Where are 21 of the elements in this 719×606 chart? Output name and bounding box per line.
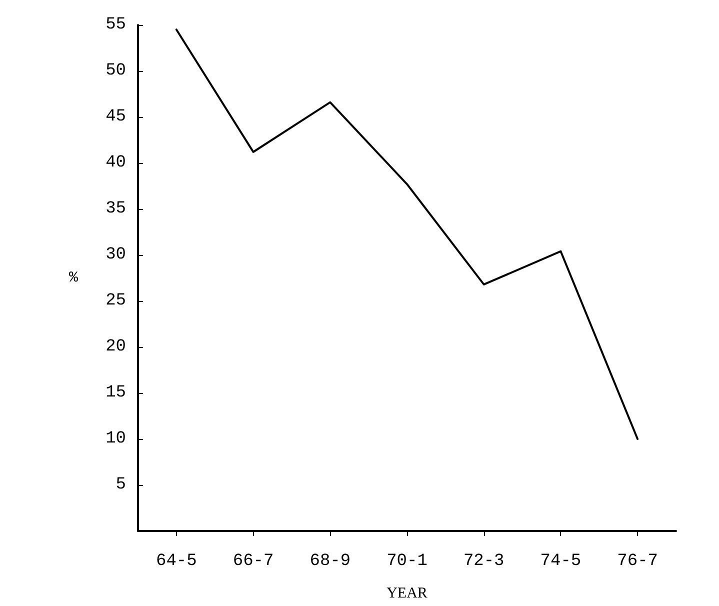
y-tick-label: 35 [106, 200, 126, 218]
y-tick-label: 30 [106, 246, 126, 264]
x-tick-label: 64-5 [156, 552, 197, 571]
y-tick-label: 50 [106, 62, 126, 80]
x-tick-label: 70-1 [386, 552, 428, 571]
y-tick-label: 20 [106, 338, 126, 356]
y-tick-label: 45 [106, 108, 126, 126]
y-tick-label: 25 [106, 292, 126, 310]
y-tick-label: 40 [106, 154, 126, 172]
x-tick-label: 68-9 [310, 552, 351, 571]
x-tick-label: 74-5 [540, 552, 582, 571]
x-tick-label: 76-7 [617, 552, 658, 571]
y-tick-label: 55 [106, 16, 126, 34]
y-axis-title: % [68, 270, 79, 286]
x-tick-label: 72-3 [463, 552, 504, 571]
y-tick-label: 5 [116, 476, 126, 494]
y-tick-label: 10 [106, 430, 126, 448]
y-tick-label: 15 [106, 384, 126, 402]
line-series [175, 28, 639, 440]
x-axis-title: YEAR [386, 586, 428, 602]
x-tick-label: 66-7 [232, 552, 274, 571]
